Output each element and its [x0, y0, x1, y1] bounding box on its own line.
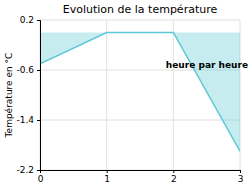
- grid-line-x: [106, 20, 107, 170]
- y-label: Température en °C: [4, 53, 14, 139]
- y-tick: -1.4: [16, 115, 40, 125]
- y-tick: -0.6: [16, 65, 40, 75]
- chart: 0 1 2 3 0.2 -0.6 -1.4 -2.2 Evolution de la tempé…: [0, 0, 250, 188]
- x-tick: 1: [104, 170, 110, 184]
- x-tick-label: 3: [238, 174, 244, 184]
- line: [40, 33, 240, 152]
- annotation: heure par heure: [166, 60, 248, 70]
- y-tick-label: -1.4: [16, 115, 34, 125]
- x-tick-label: 0: [38, 174, 44, 184]
- marks: [40, 33, 240, 152]
- y-axis-line: [37, 21, 41, 171]
- x-axis-line: [41, 171, 241, 174]
- x-tick: 0: [38, 170, 44, 184]
- y-tick-label: -2.2: [16, 165, 34, 175]
- x-tick-label: 2: [171, 174, 177, 184]
- y-tick: -2.2: [16, 165, 40, 175]
- y-tick-label: -0.6: [16, 65, 34, 75]
- x-axis: 0 1 2 3: [38, 170, 244, 184]
- y-tick-mark: [37, 120, 40, 121]
- x-tick-label: 1: [104, 174, 110, 184]
- plot: 0 1 2 3 0.2 -0.6 -1.4 -2.2: [16, 15, 243, 184]
- y-tick-mark: [37, 20, 40, 21]
- grid-line-y: [40, 20, 240, 21]
- y-axis: 0.2 -0.6 -1.4 -2.2: [16, 15, 40, 175]
- y-tick-mark: [37, 170, 40, 171]
- title: Evolution de la température: [63, 3, 218, 16]
- x-tick-mark: [107, 170, 108, 173]
- grid-line-y: [40, 120, 240, 121]
- y-tick: 0.2: [20, 15, 40, 25]
- x-tick-mark: [240, 170, 241, 173]
- grid: [40, 20, 240, 170]
- x-tick: 2: [171, 170, 177, 184]
- y-tick-mark: [37, 70, 40, 71]
- x-tick-mark: [173, 170, 174, 173]
- x-tick: 3: [238, 170, 244, 184]
- y-tick-label: 0.2: [20, 15, 34, 25]
- area: [40, 33, 240, 152]
- grid-line-x: [173, 20, 174, 170]
